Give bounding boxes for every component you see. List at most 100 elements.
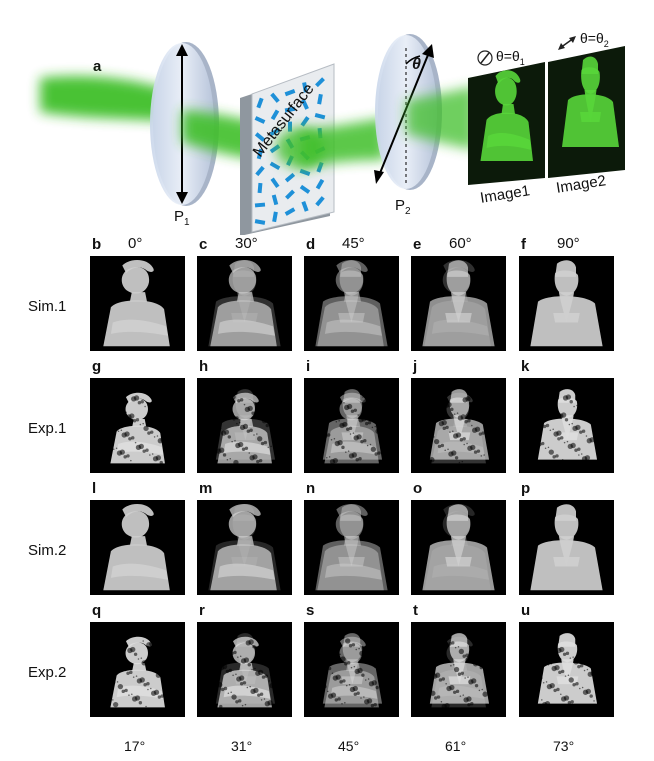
theta-symbol: θ [412,56,421,73]
nanopillar [256,148,264,160]
image-panel-p [519,500,614,595]
setup-diagram [40,34,625,235]
row-label: Exp.1 [28,420,67,437]
statue-image [422,260,495,347]
laser-beam-input [40,75,175,122]
nanopillar [270,177,280,189]
polarizer-p2-label: P2 [395,197,411,217]
nanopillar [255,165,265,177]
nanopillar [288,121,292,132]
statue-image [429,633,490,710]
bottom-angle-label: 61° [445,738,467,754]
image-panel-i [304,378,399,473]
panel-letter-g: g [92,358,102,375]
panel-letter-f: f [521,236,526,253]
nanopillar [269,161,281,171]
panel-letter-u: u [521,602,531,619]
image-panel-h [197,378,292,473]
panel-letter-c: c [199,236,208,253]
image-panel-g [90,378,185,473]
image2-thumbnail [548,46,625,178]
nanopillar [270,109,280,121]
image-panel-o [411,500,506,595]
panel-letter-p: p [521,480,531,497]
statue-image [215,389,276,466]
statue-image [537,389,598,465]
row-label: Exp.2 [28,664,67,681]
image1-polarization-icon [477,50,493,66]
row-label: Sim.1 [28,298,67,315]
statue-image [108,636,166,708]
row-label: Sim.2 [28,542,67,559]
nanopillar [269,127,281,137]
panel-letter-a: a [93,58,102,75]
laser-beam-to-images [406,86,475,150]
image-panel-l [90,500,185,595]
polarizer-p1-label: P1 [174,208,190,228]
top-angle-label: 90° [557,235,580,252]
image-panel-r [197,622,292,717]
bottom-angle-label: 31° [231,738,253,754]
image-panel-s [304,622,399,717]
statue-image [322,389,383,465]
image-panel-d [304,256,399,351]
nanopillar [315,178,325,190]
statue-image [103,260,170,347]
image-panel-j [411,378,506,473]
image-panel-b [90,256,185,351]
nanopillar [299,184,311,194]
image-panel-f [519,256,614,351]
image-panel-e [411,256,506,351]
laser-beam-output [300,118,385,168]
statue-image [530,260,603,347]
panel-letter-m: m [199,480,213,497]
statue-image [103,504,170,591]
nanopillar [302,82,308,93]
nanopillar [256,97,264,109]
statue-image [530,504,603,591]
nanopillar [299,168,311,176]
top-angle-label: 45° [342,235,365,252]
nanopillar [254,202,266,208]
nanopillar [316,161,324,173]
image-panel-q [90,622,185,717]
nanopillar [284,106,296,113]
statue-image [315,504,388,591]
top-angle-label: 0° [128,235,143,252]
nanopillar [285,189,295,200]
panel-letter-t: t [413,602,418,619]
image-panel-t [411,622,506,717]
image2-header: θ=θ2 [580,30,609,49]
statue-image [215,633,276,709]
nanopillar [271,194,279,206]
panel-letter-l: l [92,480,97,497]
image2-polarization-icon [558,36,576,50]
panel-letter-n: n [306,480,316,497]
nanopillar [272,211,278,223]
statue-image [315,260,388,347]
top-angle-label: 30° [235,235,258,252]
nanopillar [270,92,280,103]
panel-letter-d: d [306,236,316,253]
panel-letter-q: q [92,602,102,619]
nanopillar [257,182,263,194]
panel-letter-r: r [199,602,205,619]
panel-letter-o: o [413,480,423,497]
statue-image [537,633,598,708]
image-panel-u [519,622,614,717]
nanopillar [254,116,266,124]
image1-header: θ=θ1 [496,48,525,67]
nanopillar [284,172,296,183]
bottom-angle-label: 73° [553,738,575,754]
image-panel-n [304,500,399,595]
nanopillar [284,89,296,97]
nanopillar [315,196,325,207]
panel-letter-j: j [413,358,418,375]
panel-letter-i: i [306,358,311,375]
statue-image [208,260,281,347]
nanopillar [284,207,296,216]
metasurface-device [240,63,335,235]
panel-letter-b: b [92,236,102,253]
statue-image [208,504,281,591]
